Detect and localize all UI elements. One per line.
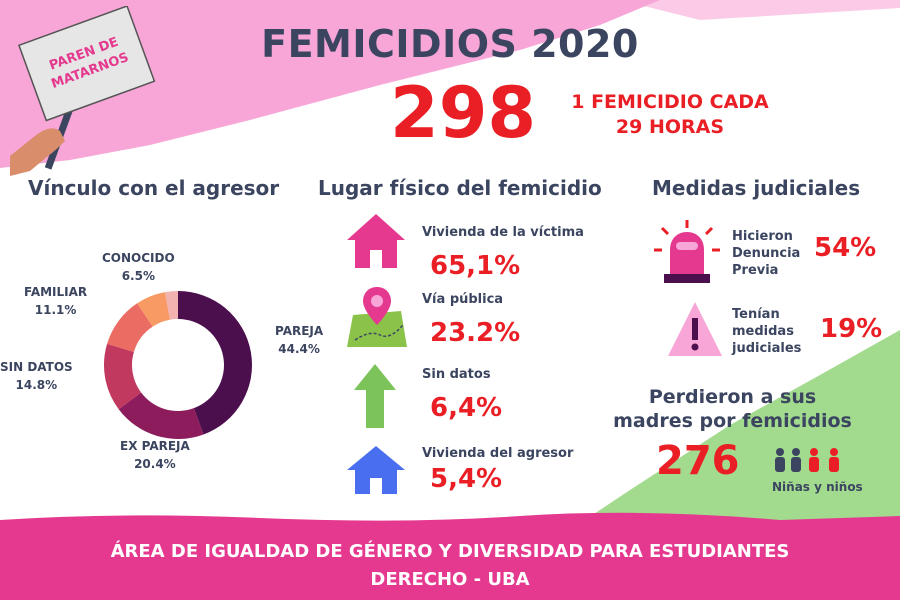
place-value: 23.2% — [430, 318, 521, 348]
house-icon — [347, 214, 405, 268]
place-label: Vivienda de la víctima — [422, 225, 584, 240]
donut-slice-other — [165, 291, 178, 320]
children-icon — [775, 448, 839, 472]
total-femicides: 298 — [390, 72, 537, 154]
vinculo-title: Vínculo con el agresor — [28, 176, 280, 200]
siren-icon — [654, 220, 720, 283]
judicial-label: Hicieron Denuncia Previa — [732, 228, 800, 279]
footer-banner — [0, 512, 900, 600]
donut-label-name: PAREJA — [275, 324, 324, 338]
protest-sign-illustration: PAREN DE MATARNOS — [10, 6, 156, 176]
orphans-title-line1: Perdieron a sus — [648, 386, 817, 408]
judicial-value: 19% — [820, 314, 883, 344]
donut-label-name: FAMILIAR — [24, 285, 88, 299]
place-value: 65,1% — [430, 251, 521, 281]
place-value: 6,4% — [430, 393, 503, 423]
arrow-up-icon — [354, 364, 396, 428]
judicial-value: 54% — [814, 233, 877, 263]
donut-label-ex-pareja: EX PAREJA 20.4% — [120, 437, 190, 473]
house-icon — [347, 446, 405, 494]
donut-label-pct: 14.8% — [15, 378, 58, 392]
donut-label-sin-datos: SIN DATOS 14.8% — [0, 358, 73, 394]
donut-slice-ex-pareja — [118, 392, 204, 439]
judicial-label-line: judiciales — [732, 341, 802, 356]
page-title: FEMICIDIOS 2020 — [261, 22, 639, 66]
total-caption-line2: 29 HORAS — [615, 116, 725, 138]
place-label: Sin datos — [422, 367, 491, 382]
judicial-label-line: Hicieron — [732, 229, 793, 244]
orphans-title: Perdieron a sus madres por femicidios — [600, 385, 865, 433]
orphans-count: 276 — [656, 438, 740, 484]
footer-line2: DERECHO - UBA — [370, 569, 530, 590]
place-label: Vivienda del agresor — [422, 446, 574, 461]
green-brush-background — [570, 330, 900, 530]
judicial-label-line: medidas — [732, 324, 794, 339]
orphans-title-line2: madres por femicidios — [613, 410, 852, 432]
pink-brush-background — [0, 0, 900, 168]
donut-slice-familiar — [107, 303, 153, 352]
donut-label-familiar: FAMILIAR 11.1% — [24, 283, 87, 319]
donut-label-pct: 11.1% — [34, 303, 77, 317]
donut-label-pct: 44.4% — [278, 342, 320, 356]
donut-label-name: CONOCIDO — [102, 251, 175, 265]
place-value: 5,4% — [430, 464, 503, 494]
orphans-caption: Niñas y niños — [772, 480, 863, 494]
judiciales-title: Medidas judiciales — [652, 176, 861, 200]
warning-icon — [668, 302, 722, 356]
footer-text: ÁREA DE IGUALDAD DE GÉNERO Y DIVERSIDAD … — [0, 538, 900, 594]
judicial-label-line: Denuncia — [732, 246, 801, 261]
judicial-label-line: Previa — [732, 263, 779, 278]
donut-slice-conocido — [137, 292, 170, 327]
donut-label-conocido: CONOCIDO 6.5% — [102, 249, 175, 285]
total-caption-line1: 1 FEMICIDIO CADA — [571, 91, 769, 113]
donut-label-pct: 20.4% — [134, 457, 176, 471]
map-pin-icon — [347, 287, 407, 347]
donut-label-name: EX PAREJA — [120, 439, 190, 453]
footer-line1: ÁREA DE IGUALDAD DE GÉNERO Y DIVERSIDAD … — [110, 541, 790, 562]
place-label: Vía pública — [422, 292, 504, 307]
donut-chart — [103, 291, 253, 439]
donut-slice-pareja — [178, 291, 253, 435]
donut-label-pareja: PAREJA 44.4% — [275, 322, 323, 358]
judicial-label-line: Tenían — [732, 307, 780, 322]
donut-label-name: SIN DATOS — [0, 360, 73, 374]
total-caption: 1 FEMICIDIO CADA 29 HORAS — [550, 90, 790, 140]
judicial-label: Tenían medidas judiciales — [732, 306, 801, 357]
lugar-title: Lugar físico del femicidio — [318, 176, 602, 200]
donut-label-pct: 6.5% — [121, 269, 155, 283]
donut-slice-sin-datos — [103, 343, 142, 410]
